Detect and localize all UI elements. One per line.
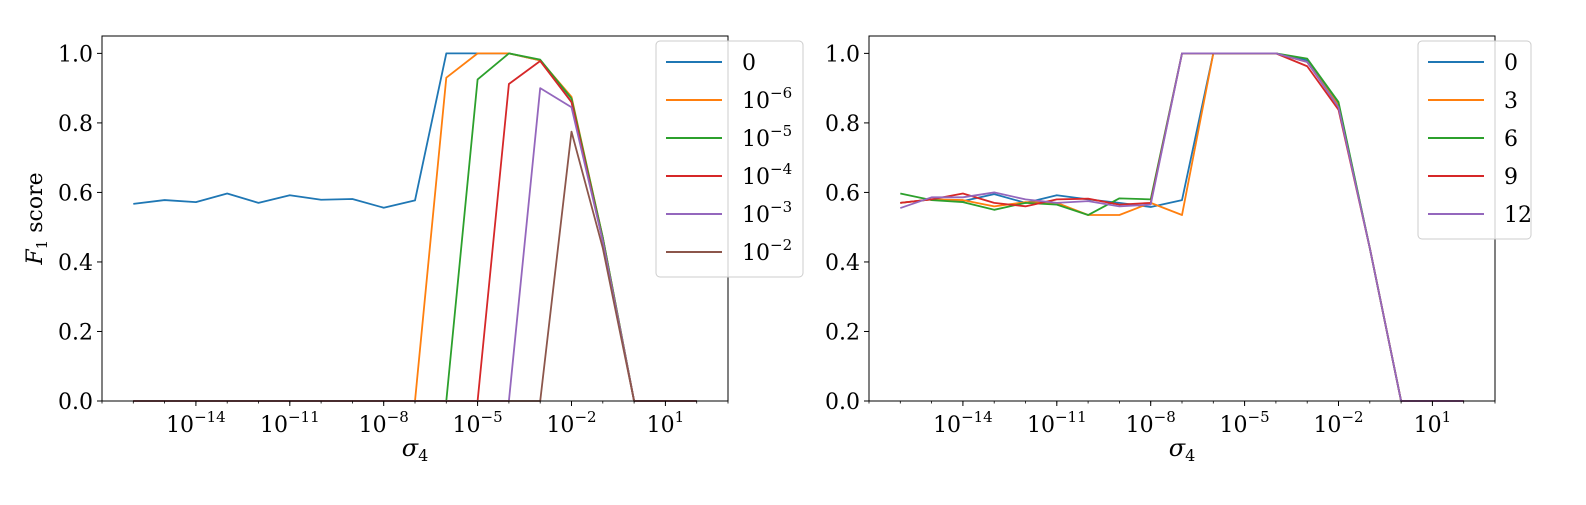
- series-line-2: [900, 52, 1464, 402]
- series-line-1: [133, 52, 697, 402]
- series-line-2: [133, 52, 697, 402]
- y-tick-label: 0.4: [58, 251, 93, 276]
- y-tick-label: 0.6: [825, 181, 860, 206]
- legend-entry: 10−4: [742, 160, 792, 190]
- chart-1: 0.0 0.2 0.4 0.6 0.8 1.0 10−14 10−11 10−8 10−5 10−2…: [23, 35, 804, 465]
- y-tick-label: 0.2: [58, 320, 93, 345]
- y-tick-label: 0.8: [58, 112, 93, 137]
- y-tick-label: 0.0: [825, 390, 860, 415]
- x-tick-label: 10−2: [546, 408, 596, 438]
- y-tick-label: 0.4: [825, 251, 860, 276]
- legend-entry: 10−6: [742, 84, 792, 114]
- x-tick-label: 101: [647, 408, 685, 438]
- x-tick-label: 10−5: [453, 408, 503, 438]
- axes-frame: [101, 35, 729, 402]
- y-axis-label: F1 score: [23, 172, 51, 265]
- x-axis-label: σ4: [1169, 434, 1196, 465]
- y-tick-label: 0.8: [825, 112, 860, 137]
- x-tick-label: 10−14: [166, 408, 226, 438]
- legend-entry: 10−5: [742, 122, 792, 152]
- series-line-3: [133, 52, 697, 402]
- x-axis-label: σ4: [402, 434, 429, 465]
- series-line-5: [900, 52, 1464, 402]
- x-tick-label: 10−2: [1313, 408, 1363, 438]
- series-line-6: [133, 130, 697, 402]
- y-tick-label: 1.0: [825, 42, 860, 67]
- x-tick-label: 10−11: [260, 408, 320, 438]
- series-line-1: [900, 52, 1464, 402]
- y-tick-label: 0.2: [825, 320, 860, 345]
- x-tick-label: 10−14: [933, 408, 993, 438]
- x-tick-label: 10−8: [359, 408, 409, 438]
- x-tick-label: 10−11: [1027, 408, 1087, 438]
- series-line-3: [900, 52, 1464, 402]
- legend-entry: 3: [1504, 89, 1518, 114]
- series-line-4: [900, 52, 1464, 402]
- x-tick-label: 10−5: [1220, 408, 1270, 438]
- legend-entry: 10−3: [742, 198, 792, 228]
- legend: 0 10−6 10−5 10−4 10−3 10−2: [655, 40, 804, 278]
- legend-entry: 12: [1504, 203, 1532, 228]
- series-line-4: [133, 60, 697, 402]
- legend-entry: 0: [1504, 51, 1518, 76]
- legend: 0 3 6 9 12: [1417, 40, 1532, 240]
- x-tick-label: 10−8: [1126, 408, 1176, 438]
- y-tick-label: 1.0: [58, 42, 93, 67]
- chart-2: 0.0 0.2 0.4 0.6 0.8 1.0 10−14 10−11 10−8 10−5 10−2…: [825, 35, 1532, 465]
- legend-entry: 0: [742, 51, 756, 76]
- legend-entry: 10−2: [742, 236, 792, 266]
- legend-entry: 6: [1504, 127, 1518, 152]
- y-tick-label: 0.0: [58, 390, 93, 415]
- axes-frame: [868, 35, 1496, 402]
- legend-entry: 9: [1504, 165, 1518, 190]
- x-tick-label: 101: [1414, 408, 1452, 438]
- y-tick-label: 0.6: [58, 181, 93, 206]
- legend-box: [1417, 40, 1532, 240]
- series-line-5: [133, 87, 697, 402]
